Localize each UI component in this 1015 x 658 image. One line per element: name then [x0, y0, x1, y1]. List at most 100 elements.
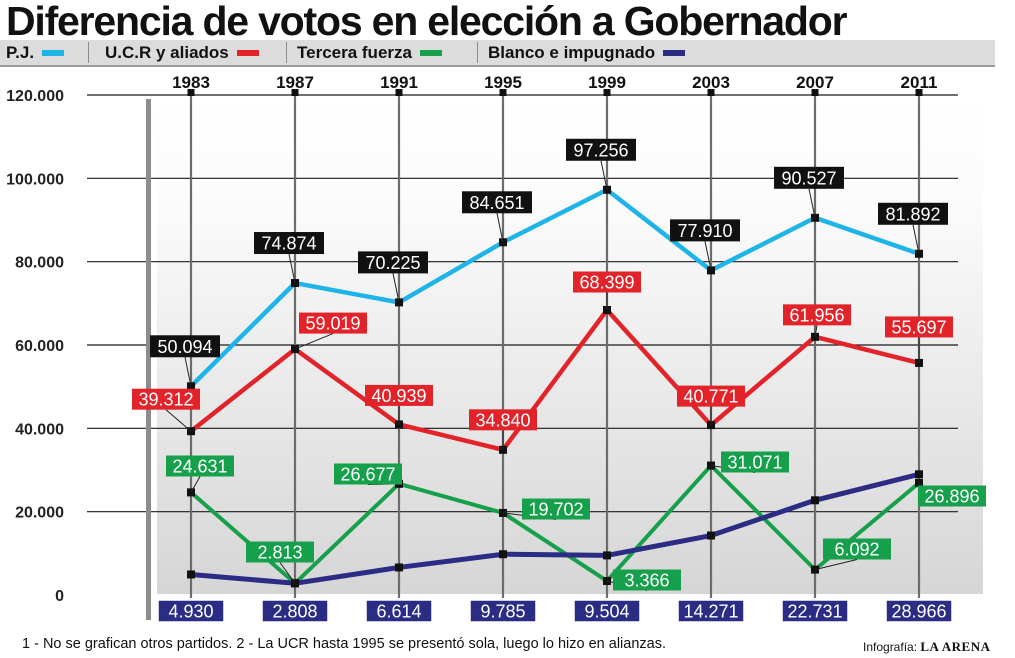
data-label-blanco: 9.504 — [573, 599, 641, 623]
data-label-blanco: 2.808 — [261, 599, 329, 623]
legend-swatch-pj — [42, 49, 65, 56]
label-text: 55.697 — [891, 317, 946, 337]
label-text: 90.527 — [781, 168, 836, 188]
data-label-tercera: 26.677 — [334, 463, 402, 485]
data-label-pj: 70.225 — [358, 251, 428, 303]
label-text: 2.813 — [257, 543, 302, 563]
footnote: 1 - No se grafican otros partidos. 2 - L… — [22, 636, 667, 652]
label-box — [246, 541, 314, 563]
data-label-ucr: 34.840 — [469, 409, 537, 450]
year-marker — [603, 89, 611, 96]
data-label-pj: 74.874 — [254, 232, 324, 284]
legend-swatch-blanco — [663, 49, 686, 56]
data-label-pj: 77.910 — [670, 219, 740, 271]
series-line-blanco — [188, 471, 922, 586]
legend-divider — [477, 42, 478, 63]
label-box — [878, 202, 948, 225]
label-box — [677, 385, 745, 407]
label-box — [566, 138, 636, 161]
legend-item-ucr: U.C.R y aliados — [105, 40, 259, 65]
label-text: 68.399 — [579, 273, 634, 293]
data-label-pj: 84.651 — [462, 191, 532, 243]
data-point-blanco — [707, 531, 715, 540]
label-text: 19.702 — [528, 500, 583, 520]
year-marker — [499, 89, 507, 96]
x-tick-label: 2011 — [901, 73, 938, 92]
data-label-blanco: 28.966 — [885, 599, 953, 623]
label-box — [469, 409, 537, 431]
data-label-pj: 90.527 — [774, 166, 844, 218]
label-text: 50.094 — [157, 337, 212, 357]
label-box — [132, 388, 200, 410]
data-label-ucr: 55.697 — [885, 316, 953, 363]
label-box — [573, 271, 641, 293]
x-tick-label: 1991 — [380, 73, 418, 92]
credit-brand: LA ARENA — [920, 639, 991, 654]
label-box — [254, 232, 324, 255]
year-marker — [707, 89, 715, 96]
year-marker — [187, 89, 195, 96]
label-leader — [294, 333, 334, 350]
data-point-blanco — [811, 496, 819, 505]
data-label-pj: 81.892 — [878, 202, 948, 254]
data-label-tercera: 3.366 — [606, 569, 681, 591]
data-point-blanco — [603, 551, 611, 560]
label-box — [677, 599, 745, 623]
label-text: 59.019 — [305, 314, 360, 334]
year-marker — [395, 89, 403, 96]
legend-swatch-tercera — [419, 49, 442, 56]
label-text: 39.312 — [138, 390, 193, 410]
label-box — [885, 316, 953, 338]
label-leader — [392, 273, 400, 303]
credit-prefix: Infografía: — [863, 640, 921, 654]
label-text: 81.892 — [885, 204, 940, 224]
label-text: 26.896 — [924, 487, 979, 507]
label-box — [334, 463, 402, 485]
label-leader — [600, 160, 608, 190]
label-leader — [814, 325, 818, 337]
series-line-pj — [188, 187, 922, 389]
legend-swatch-ucr — [236, 49, 259, 56]
x-tick-label: 2007 — [796, 73, 834, 92]
y-tick-label: 40.000 — [15, 421, 64, 438]
label-box — [157, 599, 225, 623]
label-box — [166, 455, 234, 477]
label-text: 26.677 — [340, 465, 395, 485]
data-label-blanco: 14.271 — [677, 599, 745, 623]
y-tick-label: 60.000 — [15, 338, 64, 355]
label-text: 84.651 — [469, 193, 524, 213]
chart-title: Diferencia de votos en elección a Gobern… — [6, 0, 848, 44]
label-leader — [184, 357, 192, 387]
label-box — [365, 384, 433, 406]
legend-label-pj: P.J. — [6, 42, 35, 62]
label-leader — [165, 409, 192, 432]
data-label-ucr: 68.399 — [573, 271, 641, 311]
label-text: 14.271 — [683, 602, 738, 622]
data-point-blanco — [395, 563, 403, 572]
data-point-blanco — [915, 470, 923, 479]
data-label-tercera: 2.813 — [246, 541, 314, 584]
data-label-tercera: 31.071 — [710, 451, 789, 473]
label-box — [469, 599, 537, 623]
x-tick-label: 1995 — [484, 73, 522, 92]
label-leader — [808, 188, 816, 218]
data-point-blanco — [187, 570, 195, 579]
label-box — [885, 599, 953, 623]
label-box — [781, 599, 849, 623]
y-tick-label: 20.000 — [15, 505, 64, 522]
data-label-blanco: 22.731 — [781, 599, 849, 623]
year-marker — [915, 89, 923, 96]
data-label-pj: 50.094 — [150, 335, 220, 387]
label-text: 3.366 — [624, 571, 669, 591]
label-text: 34.840 — [475, 410, 530, 430]
label-text: 6.092 — [834, 540, 879, 560]
data-label-tercera: 24.631 — [166, 455, 234, 493]
label-leader — [288, 253, 296, 284]
label-leader — [496, 213, 504, 243]
label-text: 9.504 — [584, 602, 629, 622]
label-text: 28.966 — [891, 602, 946, 622]
series-line-ucr — [188, 307, 922, 453]
label-box — [261, 599, 329, 623]
legend-divider — [286, 42, 287, 63]
